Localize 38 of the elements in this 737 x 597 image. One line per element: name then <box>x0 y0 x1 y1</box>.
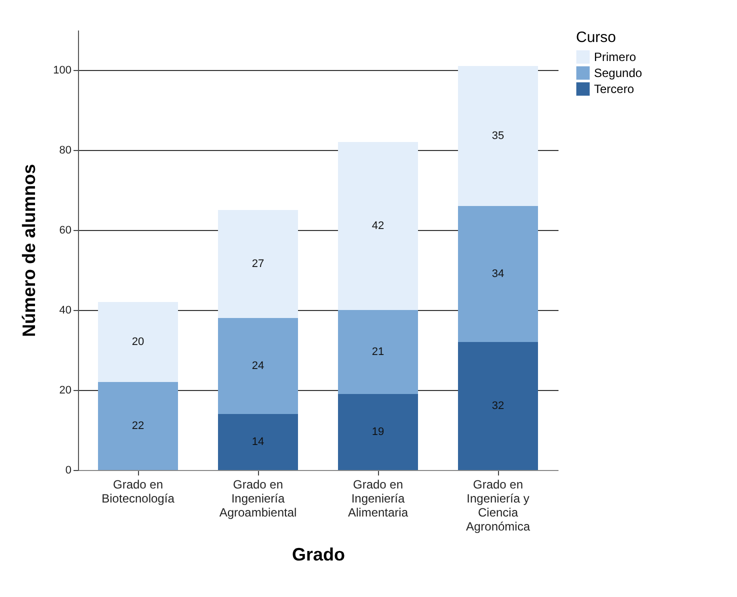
bar <box>458 342 538 470</box>
legend-label: Tercero <box>594 82 634 96</box>
data-label: 34 <box>492 268 504 280</box>
legend-title: Curso <box>576 29 616 46</box>
data-label: 24 <box>252 360 264 372</box>
data-label: 27 <box>252 258 264 270</box>
data-label: 19 <box>372 426 384 438</box>
y-tick-label: 80 <box>59 144 72 156</box>
bar <box>98 302 178 382</box>
data-label: 22 <box>132 420 144 432</box>
y-tick-label: 0 <box>65 464 72 476</box>
data-label: 42 <box>372 220 384 232</box>
data-label: 21 <box>372 346 384 358</box>
bar <box>218 414 298 470</box>
legend-label: Primero <box>594 50 636 64</box>
data-label: 20 <box>132 336 144 348</box>
data-label: 35 <box>492 130 504 142</box>
y-tick-label: 40 <box>59 304 72 316</box>
bar <box>98 382 178 470</box>
y-tick-label: 60 <box>59 224 72 236</box>
x-tick-label: Grado en Ingeniería y Ciencia Agronómica <box>466 478 530 534</box>
x-axis-title: Grado <box>292 544 346 564</box>
y-tick-label: 100 <box>53 64 72 76</box>
y-tick-label: 20 <box>59 384 72 396</box>
x-tick-label: Grado en Biotecnología <box>102 478 175 506</box>
data-label: 14 <box>252 436 264 448</box>
data-label: 32 <box>492 400 504 412</box>
bar <box>458 66 538 206</box>
bar <box>458 206 538 342</box>
y-axis-title: Número de alumnos <box>19 164 40 338</box>
bar <box>338 142 418 310</box>
x-tick-label: Grado en Ingeniería Alimentaria <box>348 478 408 520</box>
bar <box>218 210 298 318</box>
x-tick-label: Grado en Ingeniería Agroambiental <box>219 478 297 520</box>
bar <box>218 318 298 414</box>
bar <box>338 310 418 394</box>
bar <box>338 394 418 470</box>
legend-label: Segundo <box>594 66 642 80</box>
